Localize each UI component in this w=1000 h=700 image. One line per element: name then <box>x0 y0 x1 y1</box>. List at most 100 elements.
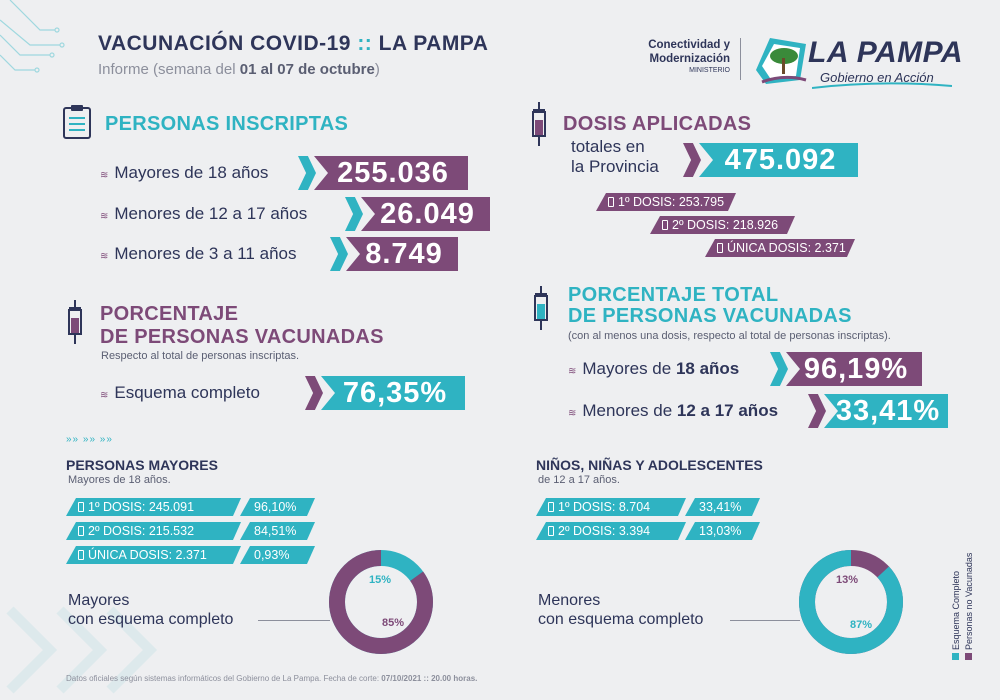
dosis-label-line2: la Provincia <box>571 157 659 176</box>
syringe-icon-3 <box>534 286 548 330</box>
syringe-icon-2 <box>68 300 82 344</box>
title-place: LA PAMPA <box>378 32 489 55</box>
legend-completo-label: Esquema Completo <box>951 570 961 650</box>
ministry-line2: Modernización <box>649 53 730 65</box>
title-separator: :: <box>357 32 373 55</box>
clipboard-icon <box>63 105 91 139</box>
ministry-line1: Conectividad y <box>648 39 730 51</box>
menores-row-1: 1º DOSIS: 8.704 <box>536 498 686 516</box>
page-title: VACUNACIÓN COVID-19 :: LA PAMPA <box>98 32 488 56</box>
mayores-donut-no-label: 15% <box>369 574 391 586</box>
porcentaje-total-row-1-pre: Mayores de <box>582 359 672 378</box>
ministry-block: Conectividad y Modernización MINISTERIO <box>640 38 730 76</box>
porcentaje-total-badge-2: 33,41% <box>808 394 948 428</box>
inscriptas-row-1-badge: 255.036 <box>298 156 468 190</box>
mayores-row-3-label: ÚNICA DOSIS: 2.371 <box>88 548 207 562</box>
mayores-donut-ring-completo <box>329 550 433 654</box>
mayores-row-2-label: 2º DOSIS: 215.532 <box>88 524 195 538</box>
menores-row-2: 2º DOSIS: 3.394 <box>536 522 686 540</box>
porcentaje-total-row-1-bold: 18 años <box>675 359 740 378</box>
footer-note: Datos oficiales según sistemas informáti… <box>66 674 477 683</box>
porcentaje-heading: PORCENTAJE DE PERSONAS VACUNADAS <box>100 303 384 349</box>
inscriptas-row-3-label: ≋ Menores de 3 a 11 años <box>100 244 297 263</box>
mayores-donut-label-1: Mayores <box>68 592 130 609</box>
legend-no-vacunadas: Personas no Vacunadas <box>963 553 976 660</box>
mayores-row-2-pct-label: 84,51% <box>254 524 297 538</box>
subtitle-dates: 01 al 07 de octubre <box>239 61 375 78</box>
porcentaje-total-row-1: ≋ Mayores de 18 años <box>568 359 740 378</box>
subtitle-post: ) <box>374 61 380 78</box>
brand-tagline: Gobierno en Acción <box>820 70 934 85</box>
mayores-row-1-pct: 96,10% <box>240 498 315 516</box>
dosis-breakdown-1: 1º DOSIS: 253.795 <box>596 193 736 211</box>
mayores-row-3-pct-label: 0,93% <box>254 548 290 562</box>
menores-row-1-pct: 33,41% <box>685 498 760 516</box>
footer-date: 07/10/2021 :: 20.00 horas. <box>381 674 478 683</box>
chevron-decoration <box>6 606 158 694</box>
menores-donut-no-label: 13% <box>836 574 858 586</box>
mayores-row-1: 1º DOSIS: 245.091 <box>66 498 241 516</box>
porcentaje-label: Esquema completo <box>114 383 260 402</box>
mayores-row-2-pct: 84,51% <box>240 522 315 540</box>
tree-emblem-icon <box>756 38 807 84</box>
menores-sub: de 12 a 17 años. <box>538 474 620 486</box>
mayores-row-3-pct: 0,93% <box>240 546 315 564</box>
dosis-breakdown-3-label: ÚNICA DOSIS: 2.371 <box>727 241 846 255</box>
page-subtitle: Informe (semana del 01 al 07 de octubre) <box>98 61 380 78</box>
menores-row-2-pct: 13,03% <box>685 522 760 540</box>
menores-row-1-label: 1º DOSIS: 8.704 <box>558 500 651 514</box>
porcentaje-total-heading: PORCENTAJE TOTAL DE PERSONAS VACUNADAS <box>568 285 852 327</box>
separator-chevrons: »» »» »» <box>66 434 113 445</box>
menores-row-2-pct-label: 13,03% <box>699 524 742 538</box>
title-main: VACUNACIÓN COVID-19 <box>98 32 351 55</box>
porcentaje-row-label: ≋ Esquema completo <box>100 383 260 402</box>
porcentaje-heading-2: DE PERSONAS VACUNADAS <box>100 326 384 348</box>
dosis-total-badge: 475.092 <box>683 143 858 177</box>
dosis-breakdown-2-label: 2º DOSIS: 218.926 <box>672 218 779 232</box>
legend-completo: Esquema Completo <box>950 553 963 660</box>
porcentaje-total-badge-1: 96,19% <box>770 352 922 386</box>
mayores-donut-chart: 15% 85% <box>329 550 433 654</box>
dosis-breakdown-1-label: 1º DOSIS: 253.795 <box>618 195 725 209</box>
mayores-row-2: 2º DOSIS: 215.532 <box>66 522 241 540</box>
inscriptas-row-2-label: ≋ Menores de 12 a 17 años <box>100 204 308 223</box>
porcentaje-total-row-2-pre: Menores de <box>582 401 673 420</box>
inscriptas-row-2-badge: 26.049 <box>345 197 490 231</box>
dosis-label-line1: totales en <box>571 137 645 156</box>
porcentaje-heading-1: PORCENTAJE <box>100 303 239 325</box>
logo-divider <box>740 38 741 80</box>
inscriptas-value-3: 8.749 <box>365 238 443 270</box>
porcentaje-total-heading-2: DE PERSONAS VACUNADAS <box>568 305 852 327</box>
menores-donut-label: Menores con esquema completo <box>538 591 703 629</box>
porcentaje-total-value-2: 33,41% <box>835 395 941 427</box>
inscriptas-label-2: Menores de 12 a 17 años <box>114 204 308 223</box>
menores-row-1-pct-label: 33,41% <box>699 500 742 514</box>
mayores-leader-line <box>258 620 330 621</box>
porcentaje-total-row-2: ≋ Menores de 12 a 17 años <box>568 401 779 420</box>
menores-leader-line <box>730 620 800 621</box>
menores-donut-ring-completo <box>799 550 903 654</box>
porcentaje-total-row-2-bold: 12 a 17 años <box>676 401 779 420</box>
porcentaje-sub: Respecto al total de personas inscriptas… <box>101 350 300 362</box>
porcentaje-total-value-1: 96,19% <box>803 353 909 385</box>
porcentaje-total-heading-1: PORCENTAJE TOTAL <box>568 284 779 306</box>
mayores-row-1-label: 1º DOSIS: 245.091 <box>88 500 195 514</box>
inscriptas-label-1: Mayores de 18 años <box>114 163 269 182</box>
porcentaje-badge: 76,35% <box>305 376 465 410</box>
dosis-total-value: 475.092 <box>724 144 837 176</box>
dosis-breakdown-2: 2º DOSIS: 218.926 <box>650 216 795 234</box>
legend-no-vacunadas-label: Personas no Vacunadas <box>964 552 974 650</box>
footer-text: Datos oficiales según sistemas informáti… <box>66 674 380 683</box>
mayores-donut-completo-label: 85% <box>382 617 404 629</box>
inscriptas-label-3: Menores de 3 a 11 años <box>114 244 297 263</box>
dosis-total-label: totales en la Provincia <box>571 137 659 177</box>
mayores-sub: Mayores de 18 años. <box>68 474 171 486</box>
mayores-row-3: ÚNICA DOSIS: 2.371 <box>66 546 241 564</box>
mayores-heading: PERSONAS MAYORES <box>66 457 218 473</box>
menores-donut-completo-label: 87% <box>850 619 872 631</box>
dosis-heading: DOSIS APLICADAS <box>563 113 752 135</box>
menores-heading: NIÑOS, NIÑAS Y ADOLESCENTES <box>536 457 763 473</box>
inscriptas-heading: PERSONAS INSCRIPTAS <box>105 113 349 135</box>
inscriptas-value-2: 26.049 <box>380 198 475 230</box>
menores-donut-label-2: con esquema completo <box>538 611 704 628</box>
